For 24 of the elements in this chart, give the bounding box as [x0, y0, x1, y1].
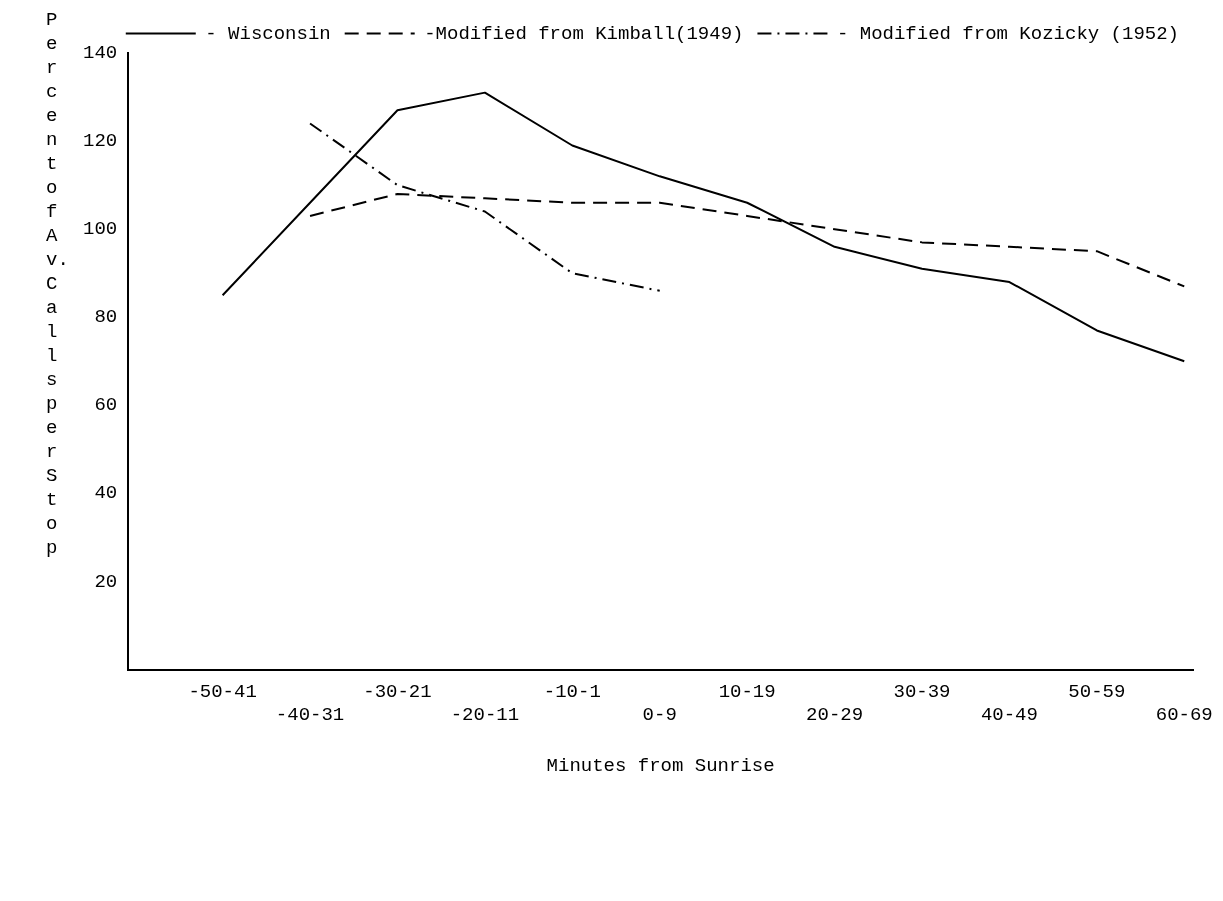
x-tick-label: -20-11: [450, 703, 520, 726]
x-tick-label: 40-49: [980, 703, 1038, 726]
text: Percent of Av. Calls per Stop: [46, 9, 69, 559]
y-tick-label: 80: [94, 306, 118, 329]
legend-label: - Modified from Kozicky (1952): [836, 22, 1180, 45]
x-tick-label: 20-29: [806, 703, 864, 726]
x-tick-label: 30-39: [893, 681, 951, 704]
x-tick-label: -10-1: [543, 681, 601, 704]
y-tick-label: 100: [82, 218, 118, 241]
x-axis-title: Minutes from Sunrise: [546, 754, 775, 777]
x-tick-label: -30-21: [363, 681, 432, 704]
x-tick-label: 60-69: [1155, 703, 1213, 726]
x-tick-label: 50-59: [1068, 681, 1126, 704]
legend-label: -Modified from Kimball(1949): [424, 22, 744, 45]
x-tick-label: 10-19: [718, 681, 776, 704]
y-tick-label: 60: [94, 394, 118, 417]
y-tick-label: 140: [82, 42, 118, 65]
legend-label: - Wisconsin: [205, 22, 331, 45]
y-tick-label: 40: [94, 482, 118, 505]
y-tick-label: 120: [82, 130, 118, 153]
x-tick-label: 0-9: [642, 703, 677, 726]
x-tick-label: -50-41: [188, 681, 257, 704]
y-tick-label: 20: [94, 570, 118, 593]
x-tick-label: -40-31: [275, 703, 345, 726]
